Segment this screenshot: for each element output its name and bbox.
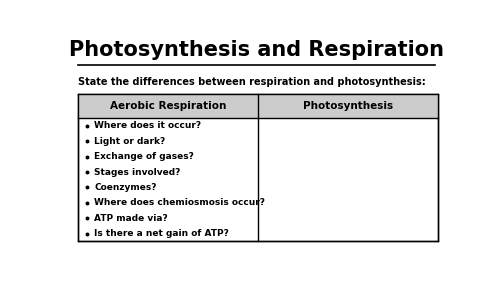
Text: Where does chemiosmosis occur?: Where does chemiosmosis occur? (94, 198, 266, 207)
Text: State the differences between respiration and photosynthesis:: State the differences between respiratio… (78, 77, 426, 87)
Text: Photosynthesis and Respiration: Photosynthesis and Respiration (69, 40, 444, 60)
Text: Where does it occur?: Where does it occur? (94, 121, 202, 130)
Text: Photosynthesis: Photosynthesis (303, 101, 394, 111)
Text: ATP made via?: ATP made via? (94, 214, 168, 223)
Text: Exchange of gases?: Exchange of gases? (94, 152, 194, 161)
Text: Stages involved?: Stages involved? (94, 167, 180, 176)
Bar (78, 94, 438, 118)
Text: Is there a net gain of ATP?: Is there a net gain of ATP? (94, 229, 229, 238)
Text: Light or dark?: Light or dark? (94, 137, 166, 146)
Text: Coenzymes?: Coenzymes? (94, 183, 157, 192)
Bar (78, 94, 438, 241)
Text: Aerobic Respiration: Aerobic Respiration (110, 101, 226, 111)
